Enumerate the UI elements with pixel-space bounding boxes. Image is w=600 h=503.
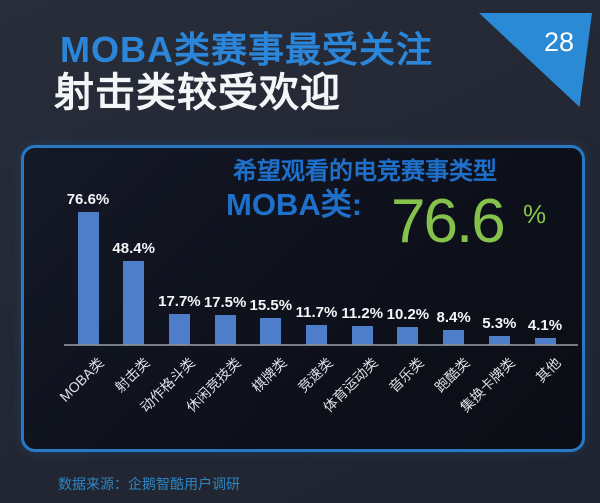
bar — [534, 338, 556, 345]
bar-value-label: 11.7% — [295, 304, 338, 321]
bar — [260, 318, 282, 345]
highlight-label: MOBA类: — [226, 187, 363, 222]
bar — [351, 326, 373, 345]
bar — [397, 327, 419, 345]
bar-value-label: 15.5% — [249, 297, 293, 314]
bar-value-label: 5.3% — [482, 315, 517, 332]
bar — [168, 314, 190, 345]
bar-value-label: 8.4% — [436, 309, 471, 326]
bar-value-label: 48.4% — [112, 240, 155, 257]
page-number-triangle: 28 — [479, 13, 592, 107]
bar — [488, 336, 510, 345]
page-number: 28 — [543, 27, 574, 57]
slide-title-line2: 射击类较受欢迎 — [54, 71, 341, 115]
slide-title-line1: MOBA类赛事最受关注 — [60, 29, 433, 70]
highlight-unit: % — [523, 199, 547, 229]
bar-value-label: 11.2% — [341, 305, 384, 322]
bar-value-label: 4.1% — [527, 317, 563, 334]
x-axis-line — [64, 344, 578, 346]
bar — [306, 325, 327, 345]
chart-title: 希望观看的电竞赛事类型 — [233, 158, 497, 185]
bar — [214, 315, 236, 345]
bar-value-label: 17.7% — [158, 293, 201, 310]
bar — [123, 261, 145, 345]
bar — [77, 212, 99, 345]
bar-value-label: 10.2% — [386, 306, 430, 323]
bar — [443, 330, 465, 345]
bar-value-label: 17.5% — [203, 294, 247, 311]
chart-panel — [21, 145, 585, 452]
bar-value-label: 76.6% — [66, 191, 110, 208]
data-source: 数据来源：企鹅智酷用户调研 — [58, 476, 240, 492]
highlight-value: 76.6 — [391, 187, 506, 256]
